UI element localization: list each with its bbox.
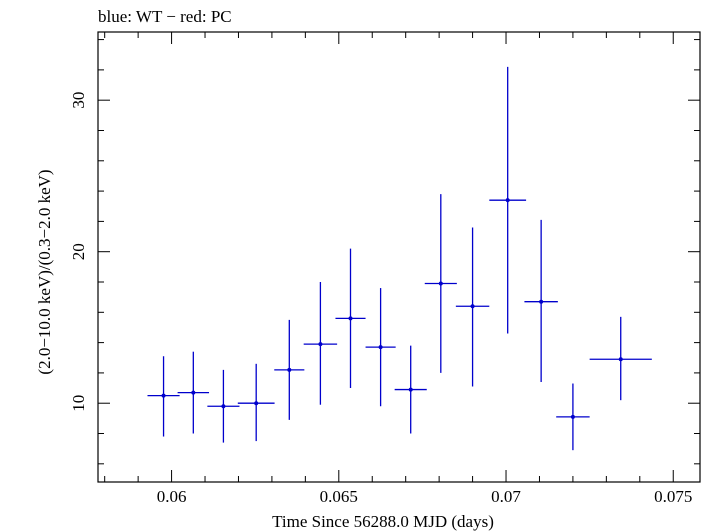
- point-marker: [539, 299, 544, 304]
- data-point: [589, 316, 652, 401]
- data-point: [274, 319, 305, 420]
- plot-frame: [97, 31, 701, 483]
- data-point: [335, 248, 366, 389]
- data-point: [147, 356, 180, 437]
- data-point: [394, 345, 427, 434]
- point-marker: [287, 367, 292, 372]
- data-point: [207, 369, 240, 443]
- point-marker: [618, 357, 623, 362]
- point-marker: [318, 342, 323, 347]
- point-marker: [348, 316, 353, 321]
- chart-title: blue: WT − red: PC: [98, 7, 232, 26]
- x-tick-label: 0.075: [654, 487, 692, 506]
- data-point: [556, 383, 590, 451]
- point-marker: [438, 281, 443, 286]
- y-tick-label: 20: [69, 243, 88, 260]
- y-tick-label: 10: [69, 395, 88, 412]
- data-points: [147, 66, 652, 451]
- point-marker: [221, 404, 226, 409]
- axis-tick-labels: 0.06 0.065 0.07 0.075 10 20 30: [69, 92, 692, 506]
- point-marker: [570, 414, 575, 419]
- point-marker: [505, 198, 510, 203]
- point-marker: [191, 390, 196, 395]
- data-point: [237, 363, 275, 442]
- data-point: [524, 219, 558, 382]
- x-tick-label: 0.06: [157, 487, 187, 506]
- x-tick-label: 0.065: [320, 487, 358, 506]
- point-marker: [408, 387, 413, 392]
- data-point: [455, 227, 490, 387]
- point-marker: [161, 393, 166, 398]
- point-marker: [470, 304, 475, 309]
- axis-ticks: [98, 32, 700, 482]
- data-point: [489, 66, 527, 334]
- data-point: [365, 288, 396, 407]
- data-point: [424, 194, 457, 373]
- data-point: [177, 351, 210, 434]
- y-axis-label: (2.0−10.0 keV)/(0.3−2.0 keV): [35, 169, 54, 374]
- point-marker: [254, 401, 259, 406]
- x-tick-label: 0.07: [491, 487, 521, 506]
- y-tick-label: 30: [69, 92, 88, 109]
- point-marker: [378, 345, 383, 350]
- data-point: [303, 282, 338, 405]
- x-axis-label: Time Since 56288.0 MJD (days): [272, 512, 494, 531]
